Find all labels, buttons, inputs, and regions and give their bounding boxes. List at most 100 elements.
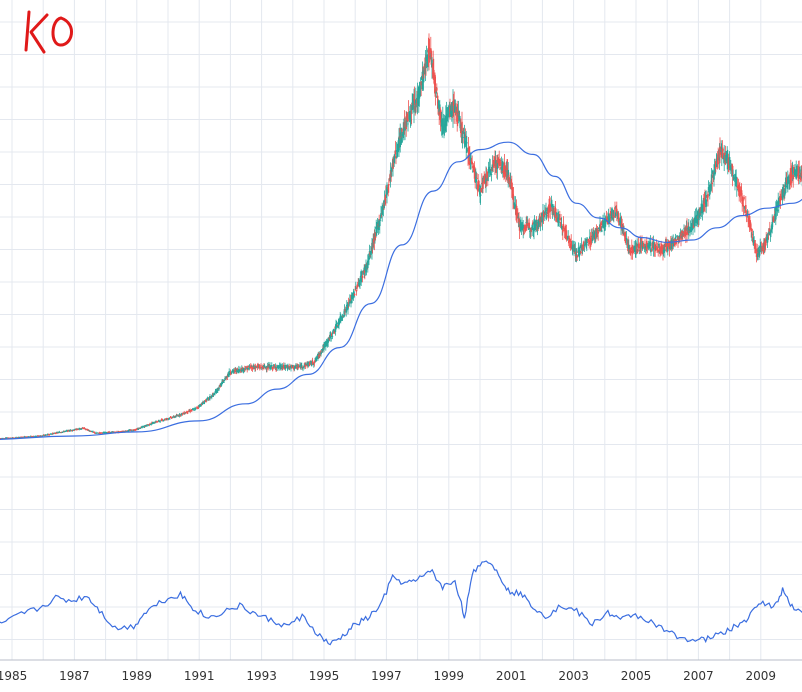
candle-body [489,168,491,172]
candle-body [223,379,226,382]
candle-body [260,365,262,367]
candle-body [745,205,747,210]
candle-body [95,432,97,434]
candle-body [116,431,118,433]
candle-body [145,424,148,427]
candle-body [569,243,572,249]
candle-body [25,436,27,438]
candle-body [298,366,301,368]
candle-body [527,223,529,226]
candle-body [725,155,727,161]
candle-body [647,243,650,245]
candle-body [705,200,707,205]
candle-body [545,215,548,217]
candle-body [193,409,196,411]
candle-body [424,61,427,75]
candle-body [256,366,259,368]
candle-body [688,230,691,233]
candle-body [688,226,690,233]
x-tick-label: 1995 [309,669,340,683]
candle-body [348,304,350,306]
candle-body [575,254,578,256]
candle-body [292,365,294,367]
candle-body [349,298,352,303]
candle-body [608,217,611,222]
candle-body [395,156,397,158]
candle-body [464,140,466,146]
candle-body [640,244,643,247]
candle-body [597,231,599,234]
candle-body [356,286,358,289]
candle-body [193,408,195,410]
candle-body [457,109,459,114]
candle-body [239,371,242,373]
candle-body [616,208,618,214]
candle-body [319,355,321,356]
candle-body [316,358,318,360]
candle-body [305,363,307,365]
candle-body [562,223,565,229]
candle-body [766,240,769,243]
candle-body [200,405,202,407]
candle-body [674,242,676,245]
candle-body [784,192,786,196]
candle-body [714,171,716,174]
candle-body [711,182,713,184]
candle-body [539,222,542,225]
candle-body [225,377,227,379]
candle-body [550,201,553,204]
candle-body [517,216,520,219]
candle-body [680,233,682,241]
candle-body [621,223,623,228]
candle-body [787,176,790,179]
candle-body [528,222,530,229]
candle-body [156,421,158,423]
candle-body [568,237,571,242]
candle-body [129,430,131,432]
candle-body [80,428,82,429]
candle-body [139,427,141,429]
x-tick-label: 2005 [621,669,652,683]
candle-body [448,108,450,115]
candle-body [103,432,106,434]
candle-body [683,228,685,230]
candle-body [462,132,464,134]
candle-body [341,317,344,319]
x-tick-label: 1997 [371,669,402,683]
candle-body [526,222,528,228]
candle-body [283,365,285,368]
candle-body [150,423,152,425]
candle-body [665,246,668,250]
candle-body [755,248,757,251]
candle-body [331,336,334,338]
candle-body [132,429,134,431]
candle-body [716,164,718,167]
candle-body [753,240,755,246]
candle-body [614,207,616,209]
candle-body [373,236,376,243]
candle-body [230,372,233,374]
candle-body [545,209,547,213]
candle-body [407,123,409,125]
candle-body [426,55,428,61]
candle-body [649,241,652,247]
candle-body [750,228,752,232]
candle-body [797,170,800,179]
candle-body [262,365,265,366]
candle-body [190,410,193,411]
candle-body [523,229,525,230]
candle-body [422,70,425,83]
candle-body [310,361,312,362]
candle-body [265,369,268,370]
candle-body [84,428,86,430]
candle-body [567,236,569,238]
candle-body [313,361,316,364]
candle-body [274,366,276,367]
candle-body [97,432,100,434]
candle-body [405,116,407,130]
candle-body [679,235,681,238]
candle-body [287,366,289,369]
candle-body [402,131,404,136]
candle-body [330,337,332,339]
